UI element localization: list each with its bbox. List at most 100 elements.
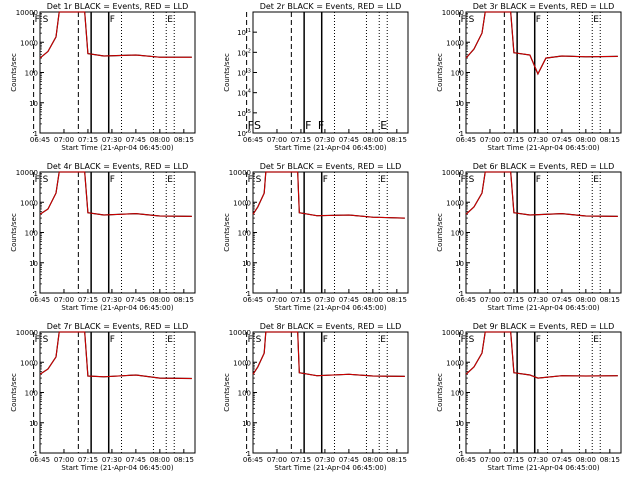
x-tick-label: 08:00: [576, 136, 596, 144]
event-marker-label: E: [593, 15, 599, 25]
chart-title: Det 3r BLACK = Events, RED = LLD: [473, 2, 615, 11]
x-tick-label: 07:15: [78, 456, 98, 464]
event-marker-label: F: [461, 175, 466, 185]
chart-panel-3: Det 3r BLACK = Events, RED = LLD11010010…: [436, 2, 622, 152]
x-tick-label: 07:00: [54, 136, 74, 144]
x-tick-label: 07:15: [291, 296, 311, 304]
x-tick-label: 07:45: [126, 296, 146, 304]
y-tick-label: 10-2: [237, 48, 251, 57]
y-axis-label: Counts/sec: [436, 373, 444, 412]
x-tick-label: 08:15: [600, 136, 620, 144]
x-tick-label: 07:00: [480, 136, 500, 144]
plot-frame: [252, 171, 409, 294]
chart-panel-2: Det 2r BLACK = Events, RED = LLD 10-1 10-2…: [223, 2, 409, 152]
series-line-lld: [39, 11, 192, 59]
x-tick-label: 07:15: [78, 296, 98, 304]
x-axis-label: Start Time (21-Apr-04 06:45:00): [274, 304, 386, 312]
event-marker-label: S: [43, 335, 49, 345]
event-marker-label: F: [323, 175, 328, 185]
x-axis-label: Start Time (21-Apr-04 06:45:00): [61, 304, 173, 312]
x-axis-label: Start Time (21-Apr-04 06:45:00): [487, 144, 599, 152]
chart-title: Det 2r BLACK = Events, RED = LLD: [260, 2, 402, 11]
event-marker-label: F: [318, 119, 324, 132]
x-tick-label: 06:45: [456, 136, 476, 144]
y-tick-label: 100: [238, 230, 251, 238]
x-tick-label: 07:30: [315, 296, 335, 304]
x-tick-label: 07:15: [504, 136, 524, 144]
x-tick-label: 08:15: [387, 456, 407, 464]
event-marker-label: F: [461, 335, 466, 345]
x-tick-label: 07:00: [267, 136, 287, 144]
x-tick-label: 07:45: [552, 296, 572, 304]
y-tick-label: 1: [34, 290, 38, 298]
x-tick-label: 06:45: [30, 136, 50, 144]
event-marker-label: S: [256, 335, 262, 345]
x-tick-label: 07:00: [480, 296, 500, 304]
x-tick-label: 08:00: [150, 296, 170, 304]
plot-frame: [465, 171, 622, 294]
x-tick-label: 06:45: [243, 456, 263, 464]
x-tick-label: 07:00: [480, 456, 500, 464]
y-tick-label: 1: [34, 450, 38, 458]
chart-title: Det 8r BLACK = Events, RED = LLD: [260, 322, 402, 331]
y-tick-label: 1: [34, 130, 38, 138]
y-tick-label: 1000: [20, 199, 38, 207]
x-tick-label: 07:45: [339, 136, 359, 144]
plot-frame: [465, 331, 622, 454]
y-tick-label: 10000: [442, 169, 464, 177]
y-axis-label: Counts/sec: [10, 53, 18, 92]
event-marker-label: S: [43, 15, 49, 25]
chart-title: Det 7r BLACK = Events, RED = LLD: [47, 322, 189, 331]
y-tick-label: 100: [451, 390, 464, 398]
event-marker-label: F: [248, 119, 254, 132]
chart-panel-5: Det 5r BLACK = Events, RED = LLD11010010…: [223, 162, 409, 312]
x-tick-label: 07:30: [102, 456, 122, 464]
x-tick-label: 08:00: [150, 456, 170, 464]
chart-panel-8: Det 8r BLACK = Events, RED = LLD11010010…: [223, 322, 409, 472]
x-tick-label: 08:00: [150, 136, 170, 144]
chart-panel-1: Det 1r BLACK = Events, RED = LLD11010010…: [10, 2, 196, 152]
event-marker-label: F: [248, 175, 253, 185]
event-marker-label: F: [536, 15, 541, 25]
x-axis-label: Start Time (21-Apr-04 06:45:00): [61, 464, 173, 472]
event-marker-label: E: [593, 175, 599, 185]
x-tick-label: 08:00: [576, 296, 596, 304]
x-tick-label: 08:15: [600, 296, 620, 304]
chart-title: Det 6r BLACK = Events, RED = LLD: [473, 162, 615, 171]
event-marker-label: S: [469, 175, 475, 185]
series-line-lld: [252, 331, 405, 377]
y-tick-label: 1: [460, 290, 464, 298]
x-tick-label: 07:45: [552, 456, 572, 464]
event-marker-label: S: [469, 335, 475, 345]
y-tick-label: 1000: [446, 359, 464, 367]
x-tick-label: 08:00: [363, 296, 383, 304]
y-axis-label: Counts/sec: [223, 373, 231, 412]
x-tick-label: 07:30: [528, 136, 548, 144]
x-axis-label: Start Time (21-Apr-04 06:45:00): [487, 464, 599, 472]
event-marker-label: F: [35, 15, 40, 25]
y-tick-label: 10000: [16, 169, 38, 177]
event-marker-label: E: [167, 15, 173, 25]
y-tick-label: 10-1: [237, 28, 251, 37]
x-tick-label: 08:15: [174, 456, 194, 464]
event-marker-label: F: [305, 119, 311, 132]
chart-title: Det 5r BLACK = Events, RED = LLD: [260, 162, 402, 171]
x-tick-label: 07:15: [504, 296, 524, 304]
y-tick-label: 1000: [446, 39, 464, 47]
x-tick-label: 08:00: [363, 456, 383, 464]
x-tick-label: 07:00: [267, 456, 287, 464]
y-axis-label: Counts/sec: [10, 373, 18, 412]
y-tick-label: 10-5: [237, 109, 251, 118]
event-marker-label: F: [536, 335, 541, 345]
y-tick-label: 1: [247, 290, 251, 298]
event-marker-label: S: [256, 175, 262, 185]
event-marker-label: E: [167, 335, 173, 345]
event-marker-label: F: [110, 175, 115, 185]
event-marker-label: F: [536, 175, 541, 185]
x-tick-label: 07:30: [528, 456, 548, 464]
x-tick-label: 07:45: [339, 296, 359, 304]
x-tick-label: 08:15: [387, 136, 407, 144]
y-tick-label: 1000: [233, 199, 251, 207]
series-line-lld: [252, 171, 405, 219]
event-marker-label: E: [380, 175, 386, 185]
